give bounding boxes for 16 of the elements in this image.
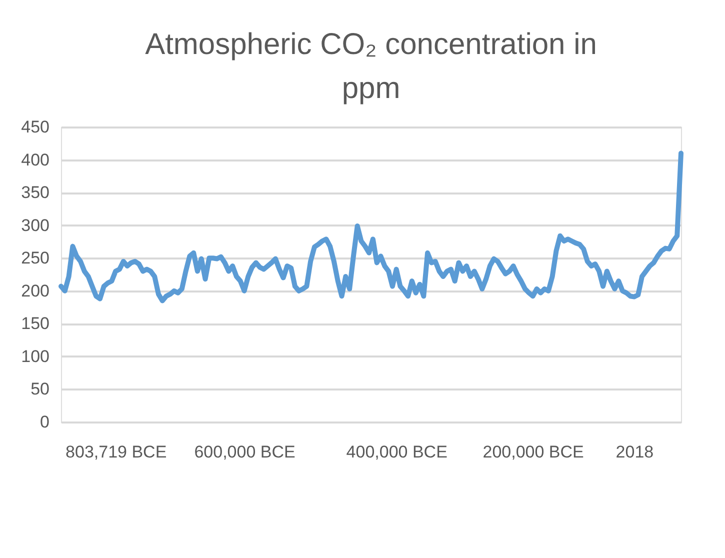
y-tick-label: 100 <box>21 346 50 366</box>
y-tick-label: 450 <box>21 118 50 136</box>
x-tick-label: 600,000 BCE <box>194 442 296 462</box>
y-tick-label: 150 <box>21 314 50 334</box>
y-tick-label: 0 <box>40 412 50 432</box>
chart-title: Atmospheric CO₂ concentration in ppm <box>145 28 597 105</box>
y-tick-label: 50 <box>30 380 50 399</box>
x-tick-label: 803,719 BCE <box>66 442 167 462</box>
x-tick-label: 200,000 BCE <box>482 442 584 462</box>
y-tick-label: 400 <box>21 150 50 170</box>
x-tick-label: 400,000 BCE <box>346 442 448 462</box>
y-tick-label: 300 <box>21 216 50 235</box>
x-tick-label: 2018 <box>616 442 654 462</box>
y-tick-label: 350 <box>21 183 50 202</box>
y-tick-label: 200 <box>21 281 50 300</box>
y-tick-label: 250 <box>21 248 50 268</box>
